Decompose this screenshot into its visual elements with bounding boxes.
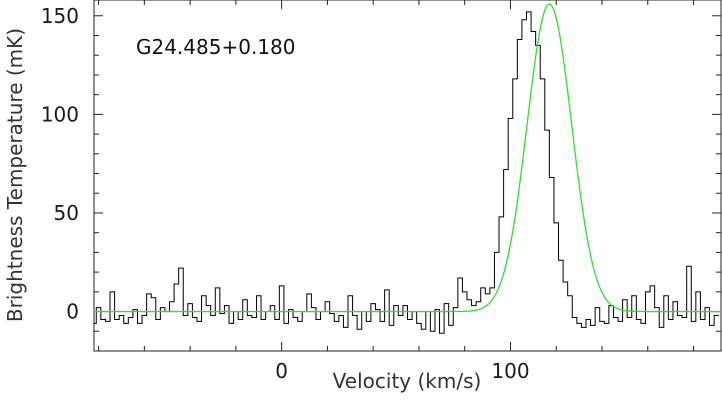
- source-label: G24.485+0.180: [136, 35, 296, 59]
- y-tick-label: 150: [41, 4, 79, 28]
- gaussian-fit-line: [94, 3, 721, 313]
- observed-spectrum-line: [94, 11, 719, 334]
- y-tick-label: 50: [54, 201, 79, 225]
- x-axis-title: Velocity (km/s): [333, 369, 482, 393]
- y-tick-label: 0: [66, 300, 79, 324]
- plot-frame: [93, 0, 722, 352]
- axis-ticks: [94, 0, 721, 352]
- y-axis-title: Brightness Temperature (mK): [3, 28, 27, 322]
- y-tick-label: 100: [41, 102, 79, 126]
- x-tick-label: 0: [275, 359, 288, 383]
- tick-labels: 0 100 0 50 100 150: [41, 4, 530, 383]
- x-tick-label: 100: [491, 359, 529, 383]
- series-layer: [94, 3, 721, 334]
